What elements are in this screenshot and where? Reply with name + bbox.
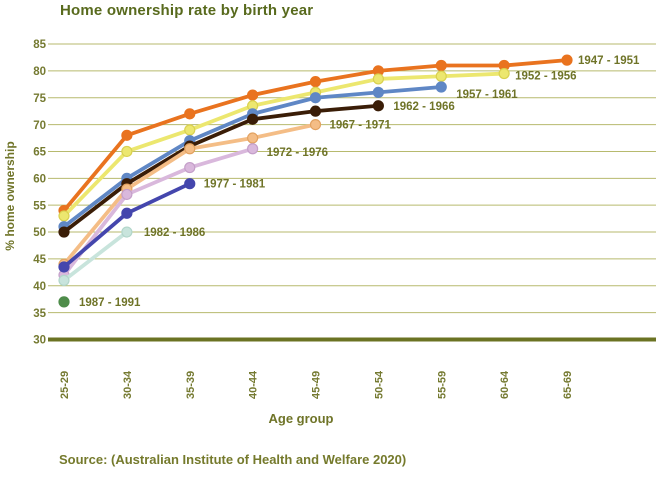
data-point-1977-1981-35-39 [184,178,196,190]
chart-title: Home ownership rate by birth year [60,2,314,19]
x-tick-65-69: 65-69 [562,371,574,399]
y-tick-65: 65 [33,147,46,159]
y-tick-75: 75 [33,93,46,105]
x-tick-50-54: 50-54 [373,370,385,399]
x-tick-55-59: 55-59 [436,371,448,399]
x-tick-25-29: 25-29 [59,371,71,399]
y-tick-85: 85 [33,39,46,51]
data-point-1967-1971-40-44 [247,132,259,144]
x-tick-35-39: 35-39 [185,371,197,399]
data-point-1947-1951-65-69 [561,54,573,66]
y-tick-35: 35 [33,308,46,320]
data-point-1957-1961-50-54 [372,86,384,98]
series-label-1977-1981: 1977 - 1981 [204,179,266,191]
y-tick-30: 30 [33,335,46,347]
data-point-1952-1956-35-39 [184,124,196,136]
y-tick-80: 80 [33,66,46,78]
data-point-1962-1966-50-54 [372,100,384,112]
x-tick-60-64: 60-64 [499,370,511,399]
data-point-1947-1951-35-39 [184,108,196,120]
data-point-1982-1986-25-29 [58,274,70,286]
x-tick-30-34: 30-34 [122,370,134,399]
series-line-1952-1956 [62,71,507,218]
series-label-1957-1961: 1957 - 1961 [456,89,518,101]
data-point-1952-1956-50-54 [372,73,384,85]
x-tick-45-49: 45-49 [311,371,323,399]
source-citation: Source: (Australian Institute of Health … [59,452,407,467]
series-label-1947-1951: 1947 - 1951 [578,55,640,67]
data-point-1977-1981-25-29 [58,261,70,273]
data-point-1957-1961-55-59 [435,81,447,93]
y-tick-40: 40 [33,281,46,293]
y-tick-50: 50 [33,227,46,239]
data-point-1952-1956-60-64 [498,67,510,80]
data-point-1947-1951-40-44 [247,89,259,101]
series-label-1967-1971: 1967 - 1971 [330,120,392,132]
home-ownership-line-chart: 85 80 75 70 65 60 55 50 45 40 35 30 25-29 30-34 35-39 4… [33,39,656,399]
data-point-1977-1981-30-34 [121,207,133,219]
data-point-1967-1971-45-49 [309,118,322,131]
series-line-1962-1966 [62,103,381,234]
series-line-1982-1986 [62,230,129,283]
data-point-1982-1986-30-34 [121,226,133,238]
data-point-1952-1956-30-34 [121,145,133,158]
data-point-1962-1966-40-44 [247,113,259,125]
data-point-1962-1966-45-49 [309,105,322,117]
y-tick-45: 45 [33,254,46,266]
y-tick-70: 70 [33,120,46,132]
data-point-1947-1951-45-49 [309,76,322,88]
x-axis-title: Age group [268,411,334,426]
data-point-1972-1976-35-39 [184,161,196,174]
data-point-1947-1951-30-34 [121,129,133,141]
data-point-1972-1976-30-34 [121,188,133,201]
data-point-1972-1976-40-44 [247,143,259,155]
data-point-1962-1966-25-29 [58,226,70,238]
y-tick-55: 55 [33,200,46,212]
y-tick-60: 60 [33,174,46,186]
data-point-1967-1971-35-39 [184,143,196,155]
x-tick-40-44: 40-44 [248,370,260,399]
data-point-1952-1956-25-29 [58,210,70,222]
data-point-1947-1951-55-59 [435,59,447,72]
series-line-1972-1976 [62,146,255,277]
series-label-1982-1986: 1982 - 1986 [144,227,205,239]
y-axis-title: % home ownership [3,141,17,251]
series-label-1987-1991: 1987 - 1991 [79,297,141,309]
series-label-1952-1956: 1952 - 1956 [515,71,576,83]
data-point-1987-1991-25-29 [58,296,70,308]
series-label-1972-1976: 1972 - 1976 [267,147,328,159]
data-point-1957-1961-45-49 [309,92,322,104]
series-label-1962-1966: 1962 - 1966 [393,101,454,113]
data-point-1952-1956-55-59 [435,70,447,82]
